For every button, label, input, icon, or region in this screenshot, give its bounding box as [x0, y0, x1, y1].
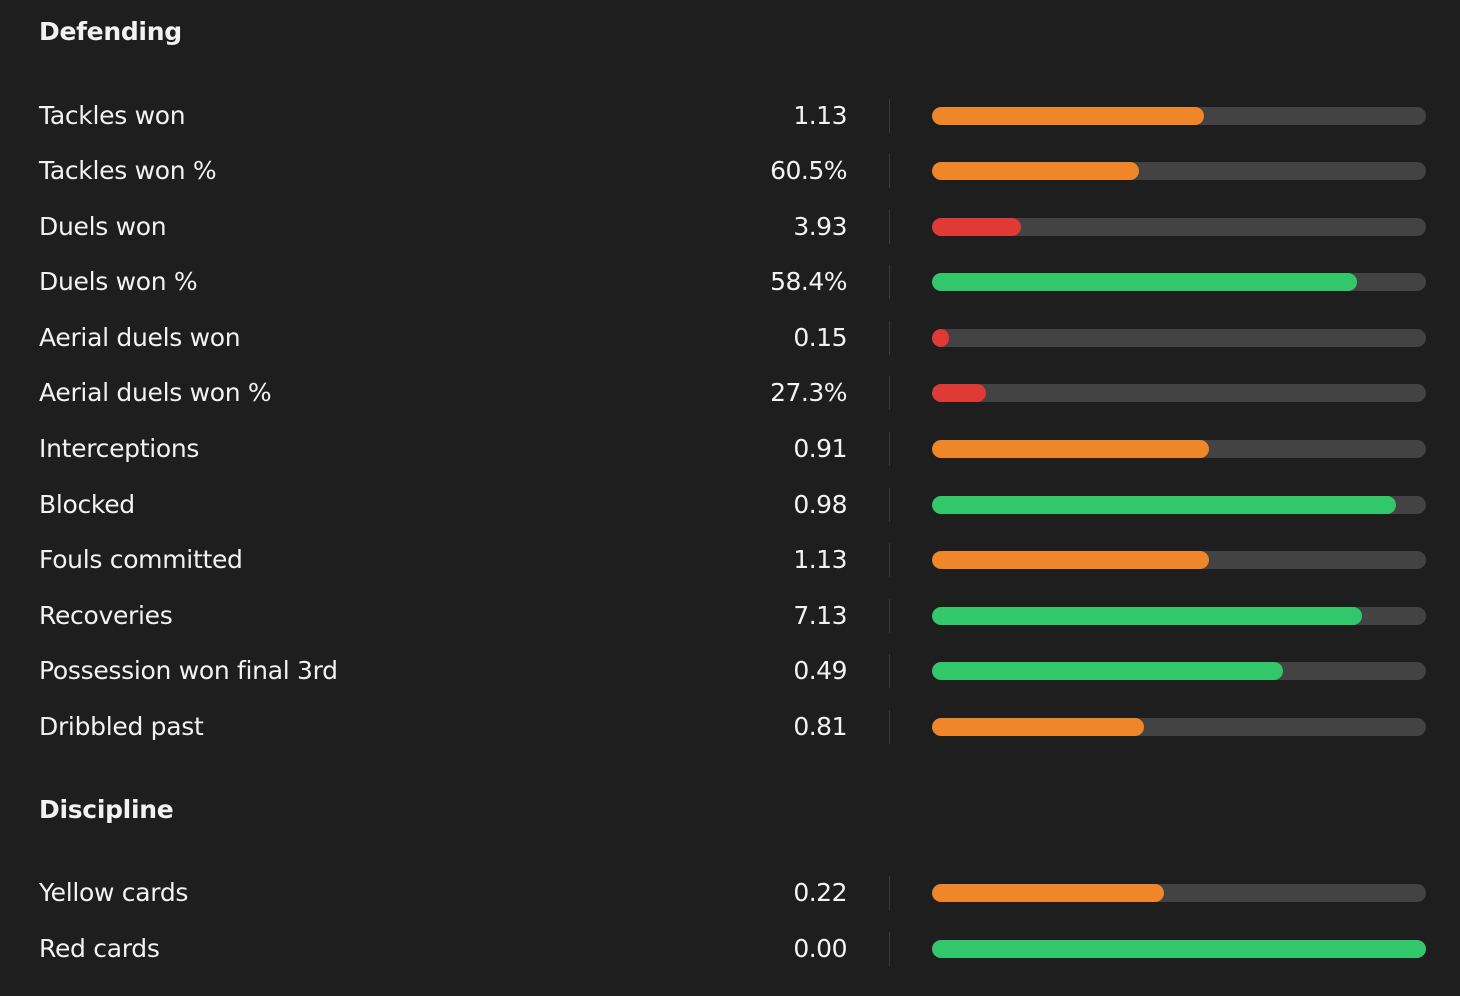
percentile-bar-fill: [932, 218, 1021, 236]
section-title-defending: Defending: [39, 17, 182, 46]
percentile-bar-fill: [932, 551, 1209, 569]
stat-row-fouls-committed: Fouls committed 1.13: [0, 540, 1460, 580]
percentile-bar-track: [932, 384, 1426, 402]
divider: [889, 376, 890, 410]
stat-row-duels-won-pct: Duels won % 58.4%: [0, 262, 1460, 302]
stat-value: 0.98: [793, 490, 847, 519]
stat-value: 1.13: [793, 101, 847, 130]
stat-row-yellow-cards: Yellow cards 0.22: [0, 873, 1460, 913]
stat-value: 0.91: [793, 434, 847, 463]
stat-value: 1.13: [793, 545, 847, 574]
stat-value: 27.3%: [770, 378, 847, 407]
stat-value: 0.15: [793, 323, 847, 352]
percentile-bar-fill: [932, 162, 1140, 180]
percentile-bar-fill: [932, 662, 1283, 680]
stat-value: 58.4%: [770, 267, 847, 296]
percentile-bar-track: [932, 607, 1426, 625]
divider: [889, 543, 890, 577]
stat-row-possession-won-final-3rd: Possession won final 3rd 0.49: [0, 651, 1460, 691]
stat-label: Recoveries: [39, 601, 173, 630]
percentile-bar-fill: [932, 940, 1426, 958]
stat-value: 60.5%: [770, 156, 847, 185]
divider: [889, 432, 890, 466]
percentile-bar-fill: [932, 329, 950, 347]
stat-label: Fouls committed: [39, 545, 243, 574]
percentile-bar-track: [932, 440, 1426, 458]
divider: [889, 210, 890, 244]
percentile-bar-fill: [932, 496, 1397, 514]
divider: [889, 488, 890, 522]
divider: [889, 154, 890, 188]
stat-value: 0.00: [793, 934, 847, 963]
stat-label: Dribbled past: [39, 712, 204, 741]
divider: [889, 265, 890, 299]
stat-label: Duels won %: [39, 267, 198, 296]
percentile-bar-track: [932, 662, 1426, 680]
percentile-bar-track: [932, 718, 1426, 736]
stat-value: 7.13: [793, 601, 847, 630]
percentile-bar-fill: [932, 107, 1204, 125]
percentile-bar-fill: [932, 384, 987, 402]
stat-row-tackles-won-pct: Tackles won % 60.5%: [0, 151, 1460, 191]
divider: [889, 876, 890, 910]
percentile-bar-fill: [932, 440, 1209, 458]
stat-row-dribbled-past: Dribbled past 0.81: [0, 707, 1460, 747]
percentile-bar-track: [932, 107, 1426, 125]
stat-label: Tackles won %: [39, 156, 217, 185]
stat-label: Aerial duels won %: [39, 378, 272, 407]
percentile-bar-fill: [932, 607, 1362, 625]
percentile-bar-track: [932, 496, 1426, 514]
stat-value: 0.49: [793, 656, 847, 685]
percentile-bar-track: [932, 551, 1426, 569]
stat-row-tackles-won: Tackles won 1.13: [0, 96, 1460, 136]
stat-label: Red cards: [39, 934, 160, 963]
percentile-bar-track: [932, 162, 1426, 180]
divider: [889, 932, 890, 966]
stat-row-recoveries: Recoveries 7.13: [0, 596, 1460, 636]
divider: [889, 710, 890, 744]
stat-label: Possession won final 3rd: [39, 656, 338, 685]
percentile-bar-track: [932, 329, 1426, 347]
stat-label: Tackles won: [39, 101, 186, 130]
stat-label: Interceptions: [39, 434, 200, 463]
percentile-bar-track: [932, 273, 1426, 291]
divider: [889, 654, 890, 688]
stat-value: 3.93: [793, 212, 847, 241]
stat-row-aerial-duels-won-pct: Aerial duels won % 27.3%: [0, 373, 1460, 413]
stat-row-duels-won: Duels won 3.93: [0, 207, 1460, 247]
percentile-bar-fill: [932, 718, 1145, 736]
divider: [889, 599, 890, 633]
stat-label: Blocked: [39, 490, 135, 519]
percentile-bar-fill: [932, 884, 1165, 902]
stat-label: Aerial duels won: [39, 323, 241, 352]
stat-row-blocked: Blocked 0.98: [0, 485, 1460, 525]
stat-row-aerial-duels-won: Aerial duels won 0.15: [0, 318, 1460, 358]
stat-value: 0.22: [793, 878, 847, 907]
section-title-discipline: Discipline: [39, 795, 174, 824]
stat-label: Yellow cards: [39, 878, 189, 907]
divider: [889, 99, 890, 133]
percentile-bar-track: [932, 218, 1426, 236]
percentile-bar-track: [932, 884, 1426, 902]
stat-label: Duels won: [39, 212, 167, 241]
percentile-bar-fill: [932, 273, 1357, 291]
divider: [889, 321, 890, 355]
percentile-bar-track: [932, 940, 1426, 958]
stat-value: 0.81: [793, 712, 847, 741]
stat-row-interceptions: Interceptions 0.91: [0, 429, 1460, 469]
stat-row-red-cards: Red cards 0.00: [0, 929, 1460, 969]
